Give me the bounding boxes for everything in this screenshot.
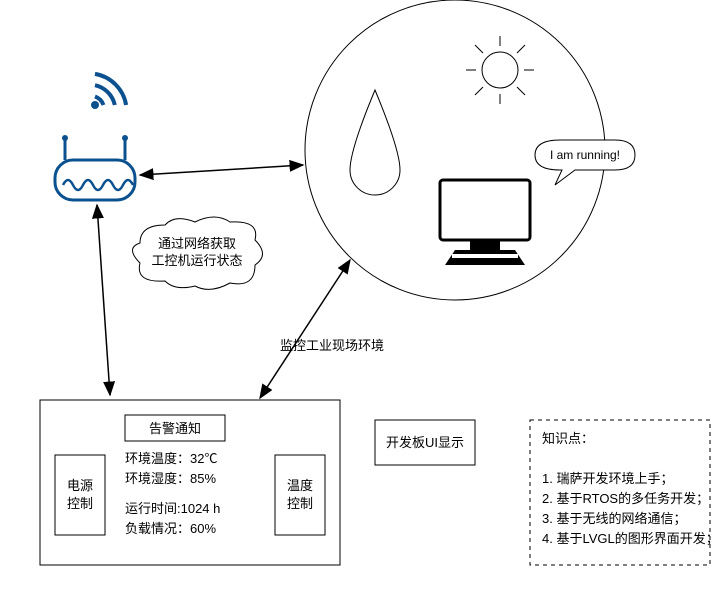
sun-icon [466,36,534,104]
system-diagram: I am running! 通过网络获取 工控机运行状态 监控工业现场环境 告警 [0,0,726,601]
line-humidity: 环境湿度：85% [125,471,216,486]
speech-text: I am running! [550,148,620,162]
cloud-line1: 通过网络获取 [158,236,236,251]
knowledge-k1: 1. 瑞萨开发环境上手； [542,471,673,487]
right-box-l2: 控制 [287,496,313,511]
wifi-icon [91,69,131,109]
line-load: 负载情况：60% [125,521,216,536]
speech-bubble: I am running! [535,140,635,185]
line-temp: 环境温度：32℃ [125,451,217,466]
knowledge-title: 知识点： [542,431,594,446]
cloud-line2: 工控机运行状态 [151,253,242,268]
water-drop-icon [350,90,400,195]
dashboard-panel: 告警通知 环境温度：32℃ 环境湿度：85% 运行时间:1024 h 负载情况：… [40,400,340,565]
arrow-env-panel [260,260,350,398]
computer-icon [440,180,530,265]
arrow-router-panel [97,205,110,395]
line-runtime: 运行时间:1024 h [125,501,220,516]
alarm-title: 告警通知 [149,421,201,436]
left-box-l2: 控制 [67,496,93,511]
monitor-label: 监控工业现场环境 [280,338,384,353]
router-icon [55,135,135,200]
right-box-l1: 温度 [287,478,313,493]
knowledge-k2: 2. 基于RTOS的多任务开发； [542,491,709,507]
left-box-l1: 电源 [67,478,93,493]
knowledge-k4: 4. 基于LVGL的图形界面开发； [542,531,719,547]
cloud-label: 通过网络获取 工控机运行状态 [133,217,263,289]
ui-label: 开发板UI显示 [386,435,464,450]
knowledge-box: 知识点： 1. 瑞萨开发环境上手； 2. 基于RTOS的多任务开发； 3. 基于… [530,420,719,565]
ui-label-box: 开发板UI显示 [375,420,475,465]
knowledge-k3: 3. 基于无线的网络通信； [542,511,686,527]
arrow-router-env [140,165,303,175]
